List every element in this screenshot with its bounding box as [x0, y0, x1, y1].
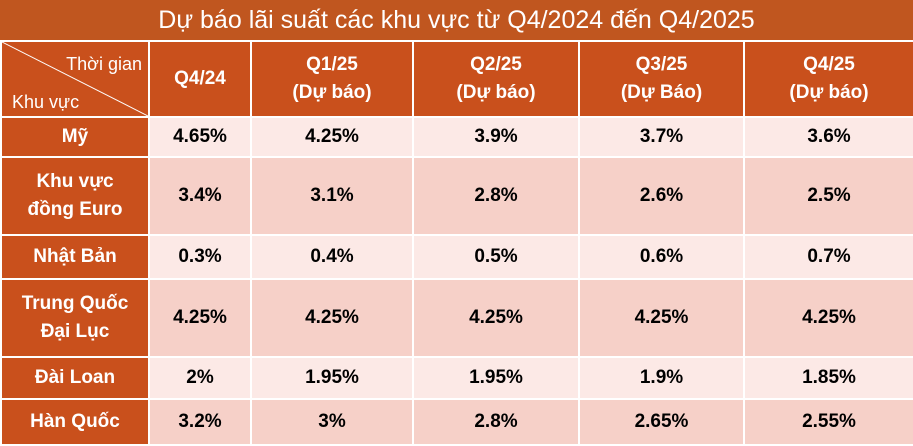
cell-text: Trung Quốc — [21, 293, 129, 314]
corner: Thời gian Khu vực — [2, 42, 148, 116]
value-cell: 3.9% — [412, 116, 580, 158]
value-cell: 2.8% — [412, 156, 580, 236]
cell-text: (Dự báo) — [292, 82, 372, 103]
column-header: Q4/25 (Dự báo) — [743, 40, 913, 118]
cell-text: Nhật Bản — [33, 246, 117, 267]
value-cell: 3.2% — [148, 398, 252, 446]
cell-text: Khu vực — [36, 171, 114, 192]
value-cell: 0.5% — [412, 234, 580, 280]
data-row: Trung Quốc Đại Lục 4.25% 4.25% 4.25% 4.25% 4.2… — [0, 278, 913, 358]
value-cell: 4.25% — [250, 116, 414, 158]
corner-top: Thời gian — [66, 54, 142, 74]
cell-text: Mỹ — [61, 126, 89, 147]
data-row: Đài Loan 2% 1.95% 1.95% 1.9% 1.85% — [0, 356, 913, 400]
cell-text: Hàn Quốc — [30, 411, 120, 432]
value-cell: 1.95% — [412, 356, 580, 400]
value-cell: 1.9% — [578, 356, 745, 400]
value-cell: 0.3% — [148, 234, 252, 280]
value-cell: 4.25% — [250, 278, 414, 358]
value-cell: 0.4% — [250, 234, 414, 280]
value-cell: 0.6% — [578, 234, 745, 280]
data-row: Khu vực đồng Euro 3.4% 3.1% 2.8% 2.6% 2.5% — [0, 156, 913, 236]
value-cell: 1.85% — [743, 356, 913, 400]
cell-text: Q4/24 — [174, 68, 226, 89]
value-cell: 2% — [148, 356, 252, 400]
header-row: Thời gian Khu vực Q4/24 Q1/25 (Dự báo) Q2/25 (… — [0, 40, 913, 118]
corner-bottom: Khu vực — [12, 92, 80, 112]
value-cell: 4.25% — [412, 278, 580, 358]
cell-text: Q4/25 — [803, 54, 855, 75]
cell-text: đồng Euro — [27, 199, 123, 220]
value-cell: 4.25% — [578, 278, 745, 358]
column-header: Q2/25 (Dự báo) — [412, 40, 580, 118]
row-label: Đài Loan — [0, 356, 150, 400]
value-cell: 3% — [250, 398, 414, 446]
value-cell: 2.65% — [578, 398, 745, 446]
cell-text: Đại Lục — [40, 321, 110, 342]
value-cell: 3.4% — [148, 156, 252, 236]
column-header: Q1/25 (Dự báo) — [250, 40, 414, 118]
corner-cell: Thời gian Khu vực — [0, 40, 150, 118]
column-header: Q4/24 — [148, 40, 252, 118]
data-row: Nhật Bản 0.3% 0.4% 0.5% 0.6% 0.7% — [0, 234, 913, 280]
value-cell: 3.6% — [743, 116, 913, 158]
cell-text: Đài Loan — [34, 367, 116, 388]
value-cell: 4.25% — [743, 278, 913, 358]
value-cell: 4.25% — [148, 278, 252, 358]
cell-text: (Dự Báo) — [620, 82, 703, 103]
row-label: Mỹ — [0, 116, 150, 158]
value-cell: 2.55% — [743, 398, 913, 446]
title: Dự báo lãi suất các khu vực từ Q4/2024 đ… — [0, 0, 913, 40]
value-cell: 2.5% — [743, 156, 913, 236]
diagonal — [2, 42, 148, 116]
value-cell: 3.7% — [578, 116, 745, 158]
column-header: Q3/25 (Dự Báo) — [578, 40, 745, 118]
row-label: Trung Quốc Đại Lục — [0, 278, 150, 358]
value-cell: 2.6% — [578, 156, 745, 236]
rate-table: Thời gian Khu vực Q4/24 Q1/25 (Dự báo) Q2/25 (… — [0, 40, 913, 446]
value-cell: 4.65% — [148, 116, 252, 158]
value-cell: 3.1% — [250, 156, 414, 236]
data-row: Mỹ 4.65% 4.25% 3.9% 3.7% 3.6% — [0, 116, 913, 158]
value-cell: 2.8% — [412, 398, 580, 446]
data-row: Hàn Quốc 3.2% 3% 2.8% 2.65% 2.55% — [0, 398, 913, 446]
row-label: Hàn Quốc — [0, 398, 150, 446]
value-cell: 1.95% — [250, 356, 414, 400]
cell-text: (Dự báo) — [789, 82, 869, 103]
cell-text: Q1/25 — [306, 54, 358, 75]
row-label: Khu vực đồng Euro — [0, 156, 150, 236]
value-cell: 0.7% — [743, 234, 913, 280]
cell-text: (Dự báo) — [456, 82, 536, 103]
row-label: Nhật Bản — [0, 234, 150, 280]
cell-text: Q2/25 — [470, 54, 522, 75]
cell-text: Q3/25 — [635, 54, 688, 75]
